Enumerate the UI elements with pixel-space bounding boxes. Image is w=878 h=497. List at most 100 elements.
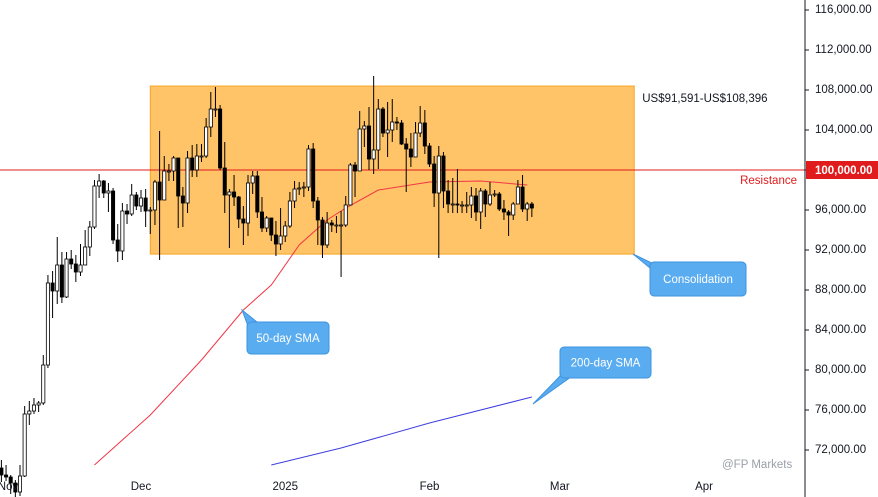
candle-body [115, 239, 120, 252]
candle-body [73, 263, 78, 273]
candle-body [180, 195, 185, 204]
candle-body [36, 402, 41, 406]
candle-body [497, 193, 502, 210]
candle-body [529, 203, 534, 209]
candle-body [376, 108, 381, 151]
candle-body [250, 175, 255, 184]
x-tick-label: Feb [420, 481, 440, 493]
candle-body [525, 203, 530, 210]
candle-body [418, 122, 423, 134]
y-tick-label: 88,000.00 [815, 284, 866, 296]
candle-body [446, 190, 451, 205]
candle-body [422, 122, 427, 147]
candle-body [408, 148, 413, 158]
candle-body [362, 125, 367, 130]
candle-body [166, 170, 171, 173]
y-tick-label: 112,000.00 [815, 44, 872, 56]
sma50-label: 50-day SMA [256, 333, 320, 345]
candle-body [69, 258, 74, 265]
candle-body [227, 191, 232, 196]
candle-body [83, 246, 88, 266]
candle-body [87, 226, 92, 248]
candle-body [31, 404, 36, 412]
candle-body [292, 188, 297, 202]
candle-body [106, 190, 111, 194]
candle-body [320, 219, 325, 246]
candle-body [111, 190, 116, 241]
candle-body [390, 121, 395, 131]
candle-body [287, 200, 292, 227]
candle-body [399, 122, 404, 145]
resistance-label: Resistance [740, 175, 797, 187]
candle-body [185, 157, 190, 204]
candle-body [138, 197, 143, 207]
candle-body [241, 218, 246, 224]
candle-body [4, 474, 9, 478]
candle-body [455, 203, 460, 206]
candle-body [190, 157, 195, 171]
candle-body [380, 108, 385, 134]
y-tick-label: 72,000.00 [815, 444, 866, 456]
candle-body [474, 195, 479, 213]
candle-body [492, 193, 497, 196]
candle-body [325, 222, 330, 246]
candle-body [436, 155, 441, 194]
candle-body [283, 225, 288, 237]
candle-body [394, 121, 399, 124]
candle-body [343, 204, 348, 226]
candle-body [97, 180, 102, 187]
candle-body [515, 186, 520, 205]
candle-body [162, 170, 167, 201]
candle-body [120, 210, 125, 252]
candle-body [311, 148, 316, 202]
candle-body [236, 196, 241, 220]
candle-body [520, 186, 525, 210]
candle-body [213, 108, 218, 111]
candle-body [194, 155, 199, 171]
candle-body [204, 126, 209, 157]
candle-body [366, 125, 371, 160]
consolidation-box [649, 261, 747, 297]
candle-body [134, 194, 139, 207]
y-tick-label: 80,000.00 [815, 364, 866, 376]
candle-body [92, 185, 97, 228]
x-tick-label: Nov [0, 481, 18, 493]
candle-body [143, 197, 148, 212]
range-label: US$91,591-US$108,396 [642, 93, 767, 105]
y-tick-label: 104,000.00 [815, 124, 873, 136]
candle-body [8, 476, 13, 484]
candle-body [315, 200, 320, 221]
candle-body [246, 182, 251, 224]
y-tick-label: 76,000.00 [815, 404, 866, 416]
candle-body [353, 164, 358, 172]
candle-body [101, 180, 106, 194]
candle-body [511, 203, 516, 216]
candle-body [208, 108, 213, 128]
sma200-label: 200-day SMA [571, 358, 641, 370]
candle-body [13, 482, 18, 493]
consolidation-label: Consolidation [663, 274, 733, 286]
candle-body [0, 467, 4, 476]
candle-body [278, 235, 283, 245]
candle-body [50, 282, 55, 292]
candle-body [273, 234, 278, 245]
candle-body [334, 224, 339, 227]
candle-body [41, 364, 46, 404]
sma200-box [559, 346, 652, 379]
sma50-box [246, 321, 330, 355]
candle-body [152, 181, 157, 211]
x-tick-label: 2025 [272, 481, 298, 493]
candle-body [306, 148, 311, 188]
candle-body [269, 217, 274, 236]
candle-body [297, 187, 302, 190]
candle-body [385, 129, 390, 134]
candle-body [478, 190, 483, 213]
candle-body [18, 475, 23, 493]
candle-body [222, 167, 227, 196]
y-tick-label: 92,000.00 [815, 244, 866, 256]
candle-body [232, 191, 237, 198]
candle-body [506, 211, 511, 216]
candle-body [264, 217, 269, 229]
candle-body [483, 190, 488, 205]
